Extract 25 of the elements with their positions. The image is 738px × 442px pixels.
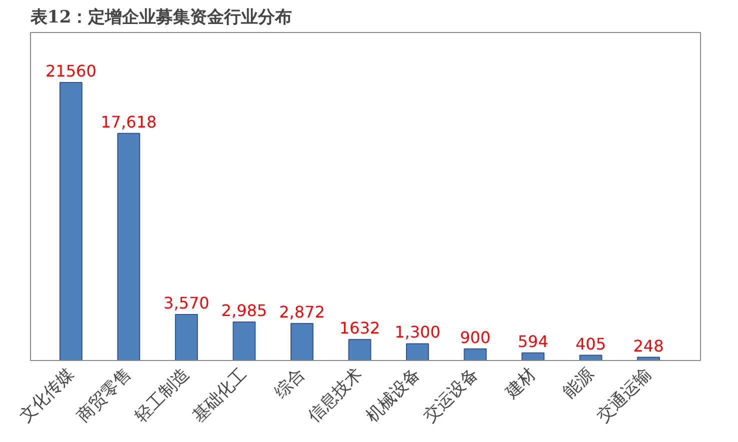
data-label: 1632 — [339, 318, 380, 338]
data-label: 17,618 — [100, 112, 157, 132]
bar — [464, 348, 487, 360]
bar — [117, 132, 140, 360]
data-label: 2,985 — [221, 301, 268, 320]
bar — [174, 314, 198, 360]
bar — [290, 322, 314, 360]
data-label: 594 — [518, 332, 548, 351]
data-label: 900 — [460, 328, 491, 347]
bar — [348, 338, 372, 360]
data-label: 248 — [633, 336, 664, 356]
x-tick-label: 商贸零售 — [74, 364, 136, 427]
bar — [406, 343, 429, 360]
bar — [522, 352, 544, 360]
data-label: 2,872 — [279, 302, 325, 322]
x-tick-label: 基础化工 — [189, 364, 252, 427]
bar — [59, 82, 82, 360]
data-label: 405 — [575, 334, 606, 354]
data-label: 21560 — [45, 62, 96, 81]
x-tick-label: 交运设备 — [420, 364, 482, 427]
chart-title: 表12：定增企业募集资金行业分布 — [30, 8, 292, 28]
bar — [232, 322, 256, 360]
x-tick-label: 建材 — [501, 364, 540, 404]
data-label: 1,300 — [394, 322, 440, 342]
data-label: 3,570 — [164, 293, 210, 312]
